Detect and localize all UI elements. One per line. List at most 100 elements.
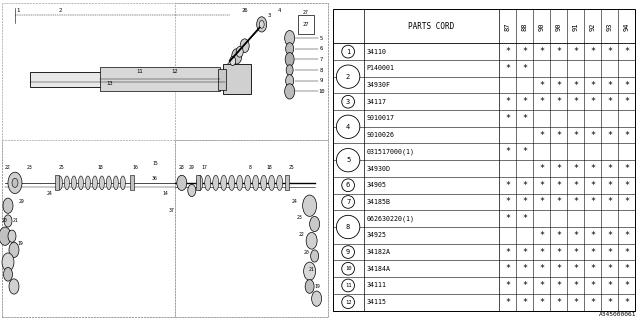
Circle shape [342,196,355,208]
Text: 34905: 34905 [367,182,387,188]
Text: *: * [505,147,510,156]
Ellipse shape [58,176,63,190]
Text: *: * [624,47,629,56]
Text: *: * [556,97,561,106]
Text: *: * [624,181,629,190]
Circle shape [337,148,360,172]
Text: *: * [573,81,578,90]
Bar [223,64,251,94]
Ellipse shape [237,175,243,190]
Text: *: * [573,231,578,240]
Ellipse shape [196,175,203,190]
Text: *: * [522,97,527,106]
Text: 8: 8 [320,68,323,73]
Text: 29: 29 [19,199,25,204]
Circle shape [3,198,13,213]
Text: 10: 10 [318,89,325,94]
Text: 34184A: 34184A [367,266,390,272]
Circle shape [286,65,293,76]
Text: 17: 17 [202,165,207,170]
Text: *: * [505,248,510,257]
Text: 34110: 34110 [367,49,387,55]
Circle shape [342,179,355,192]
Text: *: * [539,281,544,290]
Bar [100,67,220,92]
Text: 36: 36 [152,176,157,181]
Text: *: * [522,181,527,190]
Circle shape [2,253,14,271]
Bar [196,175,200,190]
Text: 92: 92 [589,22,596,31]
Text: 24: 24 [47,191,53,196]
Text: *: * [556,47,561,56]
Circle shape [342,246,355,259]
Text: *: * [522,147,527,156]
Text: 2: 2 [346,74,350,80]
Circle shape [342,95,355,108]
Text: 1: 1 [17,8,20,13]
Text: 23: 23 [297,215,303,220]
Text: *: * [624,197,629,206]
Text: *: * [590,248,595,257]
Text: *: * [539,197,544,206]
Ellipse shape [113,176,118,190]
Text: *: * [505,47,510,56]
Text: 19: 19 [17,241,23,246]
Circle shape [285,52,294,66]
Text: PARTS CORD: PARTS CORD [408,22,454,31]
Text: *: * [573,181,578,190]
Text: 90: 90 [556,22,562,31]
Text: 34925: 34925 [367,232,387,238]
Bar [218,68,226,90]
Text: 12: 12 [345,300,351,305]
Circle shape [188,184,196,196]
Ellipse shape [72,176,76,190]
Text: 90: 90 [539,22,545,31]
Text: 24: 24 [292,199,298,204]
Text: 6: 6 [320,46,323,51]
Text: *: * [590,281,595,290]
Text: *: * [539,248,544,257]
Text: 4: 4 [346,124,350,130]
Text: *: * [505,197,510,206]
Text: A345000061: A345000061 [599,312,637,317]
Circle shape [337,65,360,88]
Text: 87: 87 [505,22,511,31]
Text: 34115: 34115 [367,299,387,305]
Text: 8: 8 [248,165,251,170]
Circle shape [337,215,360,239]
Text: *: * [607,281,612,290]
Text: *: * [624,248,629,257]
Text: 88: 88 [522,22,528,31]
Ellipse shape [212,175,219,190]
Text: *: * [624,164,629,173]
Text: 4: 4 [278,8,282,13]
Text: *: * [624,231,629,240]
Circle shape [12,178,18,188]
Text: *: * [624,264,629,273]
Text: *: * [607,164,612,173]
Text: 34185B: 34185B [367,199,390,205]
Text: *: * [556,248,561,257]
Text: *: * [607,197,612,206]
Ellipse shape [276,175,283,190]
Text: 94: 94 [623,22,630,31]
Text: 16: 16 [132,165,138,170]
Text: 29: 29 [189,165,195,170]
Text: *: * [556,164,561,173]
Text: *: * [539,164,544,173]
Circle shape [285,30,294,46]
Text: *: * [573,97,578,106]
Circle shape [310,250,319,262]
Circle shape [0,227,11,245]
Ellipse shape [269,175,275,190]
Text: 2: 2 [58,8,61,13]
Text: *: * [556,298,561,307]
Text: *: * [505,264,510,273]
Text: 21: 21 [13,219,19,223]
Circle shape [305,280,314,293]
Text: 22: 22 [5,165,11,170]
Text: 5: 5 [320,36,323,41]
Text: 10: 10 [345,266,351,271]
Ellipse shape [260,175,267,190]
